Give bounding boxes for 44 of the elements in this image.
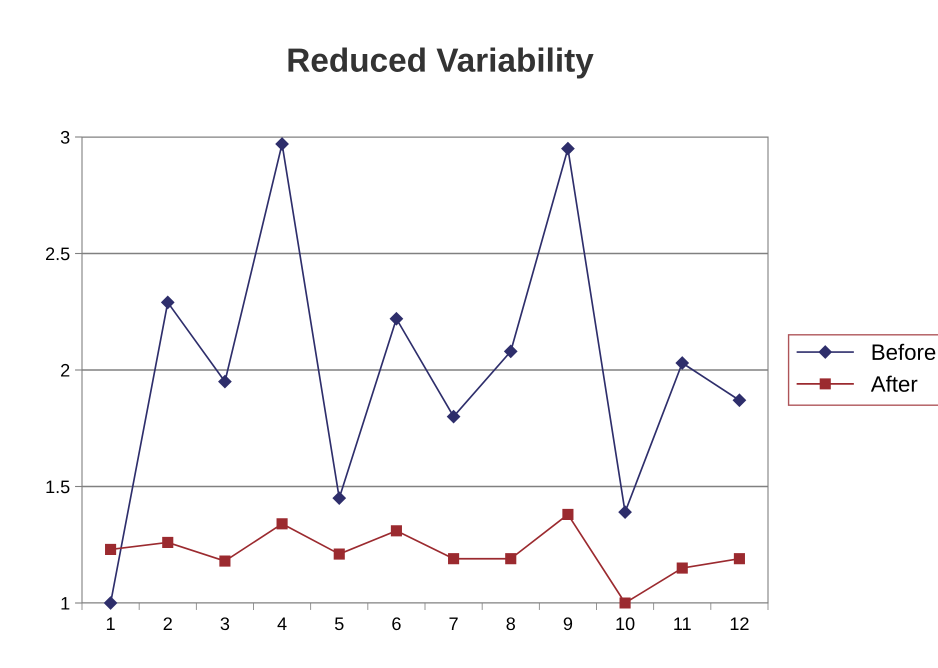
x-tick-label: 5 [334, 618, 344, 630]
point [162, 536, 174, 548]
y-tick-label: 2 [61, 364, 70, 377]
point [676, 356, 689, 370]
x-tick-label: 8 [506, 617, 515, 630]
point [446, 410, 460, 424]
x-tick-label: 1 [106, 618, 115, 630]
y-tick-label: 1.5 [46, 480, 70, 494]
point [620, 597, 631, 609]
point [390, 312, 404, 326]
point [105, 544, 116, 555]
point [161, 296, 174, 310]
legend-label: After [870, 376, 918, 392]
point [618, 506, 632, 519]
x-tick-label: 2 [164, 617, 172, 630]
point [562, 508, 574, 520]
point [218, 375, 232, 388]
x-tick-label: 4 [277, 618, 287, 630]
x-tick-label: 10 [616, 617, 634, 630]
legend-label: Before [872, 344, 936, 360]
x-tick-label: 9 [564, 617, 572, 630]
point [505, 553, 516, 564]
y-tick-label: 1 [62, 597, 70, 610]
x-tick-label: 3 [220, 617, 230, 630]
point [448, 553, 460, 564]
point [732, 394, 746, 407]
chart-title: Reduced Variability [288, 47, 594, 79]
point [334, 548, 345, 560]
point [275, 137, 289, 151]
x-tick-label: 6 [392, 617, 401, 630]
x-tick-label: 12 [730, 617, 749, 630]
point [390, 525, 402, 536]
point [504, 344, 518, 358]
x-tick-label: 7 [449, 618, 458, 630]
point [676, 562, 688, 574]
y-tick-label: 2.5 [46, 247, 70, 260]
point [104, 596, 118, 610]
point [561, 142, 575, 156]
point [734, 553, 745, 564]
x-tick-label: 11 [674, 618, 691, 630]
y-tick-label: 3 [60, 130, 70, 144]
point [276, 518, 288, 530]
point [332, 492, 346, 505]
point [219, 556, 230, 567]
